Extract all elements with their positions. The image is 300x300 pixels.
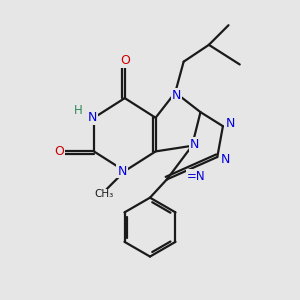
- Text: O: O: [54, 145, 64, 158]
- Text: N: N: [190, 138, 199, 151]
- Text: O: O: [120, 54, 130, 67]
- Text: N: N: [226, 117, 236, 130]
- Text: N: N: [172, 89, 181, 102]
- Text: =N: =N: [187, 170, 206, 183]
- Text: N: N: [88, 111, 97, 124]
- Text: CH₃: CH₃: [94, 189, 113, 199]
- Text: H: H: [74, 104, 83, 117]
- Text: N: N: [220, 153, 230, 166]
- Text: N: N: [117, 164, 127, 178]
